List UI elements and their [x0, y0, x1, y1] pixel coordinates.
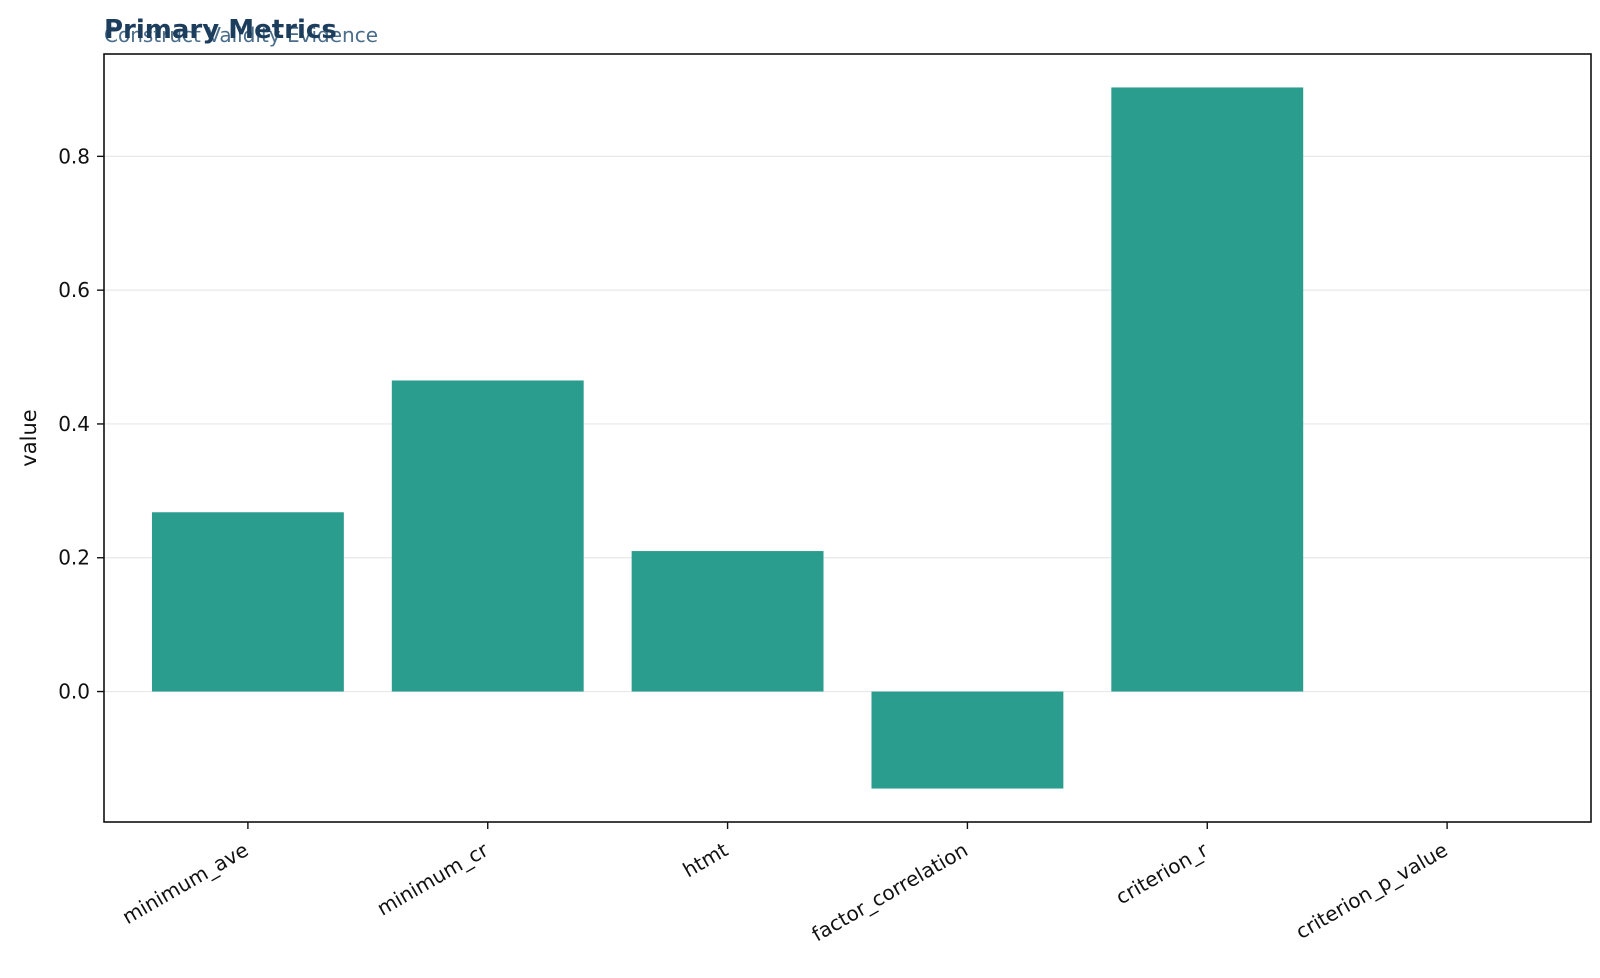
y-tick-label: 0.8: [58, 144, 90, 168]
y-tick-label: 0.2: [58, 546, 90, 570]
x-tick-label: minimum_cr: [373, 837, 493, 920]
y-tick-label: 0.0: [58, 680, 90, 704]
x-tick-label: criterion_r: [1112, 837, 1213, 909]
bar-htmt: [631, 551, 824, 692]
bar-criterion-r: [1111, 87, 1304, 692]
bar-factor-correlation: [871, 691, 1064, 789]
x-tick-label: minimum_ave: [118, 838, 252, 929]
y-axis-label: value: [17, 409, 41, 466]
bars: [151, 87, 1304, 789]
bar-minimum-cr: [391, 380, 584, 692]
chart-title: Primary Metrics: [104, 15, 337, 45]
x-tick-label: htmt: [679, 837, 733, 882]
y-tick-label: 0.6: [58, 278, 90, 302]
x-axis-ticks: minimum_ave minimum_cr htmt factor_correlat…: [118, 822, 1452, 946]
gridlines: [104, 155, 1591, 693]
bar-minimum-ave: [151, 512, 344, 692]
chart-subtitle: Construct Validity Evidence: [104, 23, 378, 47]
x-tick-label: factor_correlation: [808, 838, 972, 947]
y-axis-ticks: 0.0 0.2 0.4 0.6 0.8: [58, 144, 104, 704]
plot-frame: [103, 53, 1592, 823]
y-tick-label: 0.4: [58, 412, 90, 436]
x-tick-label: criterion_p_value: [1292, 838, 1452, 944]
